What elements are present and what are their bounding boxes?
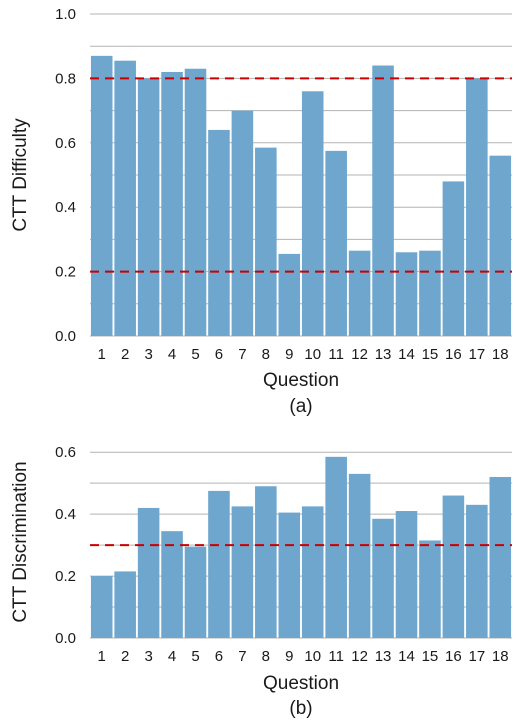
y-tick-label: 0.6 <box>55 135 76 152</box>
bar-question-14 <box>395 252 418 336</box>
x-tick-label: 13 <box>375 648 392 665</box>
bar-question-3 <box>137 507 160 638</box>
x-tick-label: 9 <box>285 648 293 665</box>
x-tick-label: 9 <box>285 346 293 363</box>
x-tick-label: 2 <box>121 648 129 665</box>
x-tick-label: 1 <box>98 648 106 665</box>
y-tick-label: 0.0 <box>55 630 76 647</box>
x-tick-label: 10 <box>304 346 321 363</box>
x-axis-label: Question <box>263 673 339 694</box>
x-tick-label: 1 <box>98 346 106 363</box>
x-tick-label: 11 <box>328 346 344 363</box>
x-tick-label: 18 <box>492 648 509 665</box>
chart-caption: (b) <box>289 698 312 719</box>
x-tick-label: 17 <box>468 648 485 665</box>
x-tick-label: 14 <box>398 648 415 665</box>
x-tick-label: 4 <box>168 346 176 363</box>
x-tick-label: 6 <box>215 648 223 665</box>
bar-question-11 <box>325 456 347 638</box>
bar-question-2 <box>114 571 136 638</box>
bar-question-13 <box>372 518 394 638</box>
y-tick-label: 0.6 <box>55 444 76 461</box>
x-tick-label: 18 <box>492 346 509 363</box>
x-tick-label: 7 <box>238 346 246 363</box>
y-tick-label: 0.2 <box>55 264 76 281</box>
bar-question-8 <box>255 486 277 638</box>
bar-question-18 <box>489 476 512 638</box>
bar-question-7 <box>231 506 254 638</box>
bar-question-10 <box>301 91 324 336</box>
x-tick-label: 5 <box>191 648 199 665</box>
difficulty-chart: 0.00.20.40.60.81.01 2 3 4 5 6 7 8 9 10 11 12 13 14 15 1… <box>10 6 512 417</box>
y-tick-label: 0.2 <box>55 568 76 585</box>
bar-question-2 <box>114 60 136 336</box>
x-tick-label: 6 <box>215 346 223 363</box>
x-tick-label: 2 <box>121 346 129 363</box>
x-tick-label: 11 <box>328 648 344 665</box>
chart-caption: (a) <box>289 396 312 417</box>
bar-question-8 <box>255 147 277 336</box>
x-tick-label: 12 <box>351 346 368 363</box>
bar-question-3 <box>137 78 160 337</box>
bar-question-9 <box>278 253 301 336</box>
bar-question-16 <box>442 495 465 638</box>
x-tick-label: 7 <box>238 648 246 665</box>
x-tick-label: 15 <box>422 648 439 665</box>
bar-question-11 <box>325 150 347 336</box>
x-tick-label: 3 <box>144 346 152 363</box>
y-tick-label: 0.4 <box>55 199 76 216</box>
x-tick-label: 4 <box>168 648 176 665</box>
y-tick-label: 0.8 <box>55 70 76 87</box>
bar-question-15 <box>419 540 441 638</box>
bar-question-16 <box>442 181 465 336</box>
x-tick-label: 8 <box>262 648 270 665</box>
y-axis-label: CTT Difficulty <box>10 118 31 232</box>
y-tick-label: 0.0 <box>55 328 76 345</box>
bar-question-6 <box>208 129 230 336</box>
bar-question-10 <box>301 506 324 638</box>
x-axis-label: Question <box>263 370 339 391</box>
bar-question-15 <box>419 250 441 336</box>
x-tick-label: 16 <box>445 346 462 363</box>
x-tick-label: 14 <box>398 346 415 363</box>
bar-question-7 <box>231 110 254 336</box>
x-tick-label: 10 <box>304 648 321 665</box>
x-tick-label: 12 <box>351 648 368 665</box>
y-tick-label: 1.0 <box>55 6 76 23</box>
bar-question-14 <box>395 511 418 638</box>
bar-question-17 <box>466 504 488 638</box>
x-tick-label: 13 <box>375 346 392 363</box>
bar-question-5 <box>184 68 207 337</box>
bar-question-17 <box>466 78 488 337</box>
discrimination-chart: 0.00.20.40.61 2 3 4 5 6 7 8 9 10 11 12 13 14 15 16 17 18Q… <box>10 444 512 719</box>
bar-question-18 <box>489 155 512 336</box>
bar-question-1 <box>90 576 113 638</box>
bar-question-5 <box>184 546 207 638</box>
y-tick-label: 0.4 <box>55 506 76 523</box>
x-tick-label: 3 <box>144 648 152 665</box>
bar-question-9 <box>278 512 301 638</box>
x-tick-label: 15 <box>422 346 439 363</box>
bar-question-12 <box>348 473 371 638</box>
bar-question-4 <box>161 531 183 638</box>
bar-question-12 <box>348 250 371 336</box>
bar-question-6 <box>208 490 230 638</box>
bar-question-1 <box>90 55 113 337</box>
x-tick-label: 5 <box>191 346 199 363</box>
bar-question-4 <box>161 71 183 337</box>
x-tick-label: 17 <box>468 346 485 363</box>
y-axis-label: CTT Discrimination <box>10 461 31 622</box>
x-tick-label: 8 <box>262 346 270 363</box>
bar-question-13 <box>372 65 394 337</box>
x-tick-label: 16 <box>445 648 462 665</box>
